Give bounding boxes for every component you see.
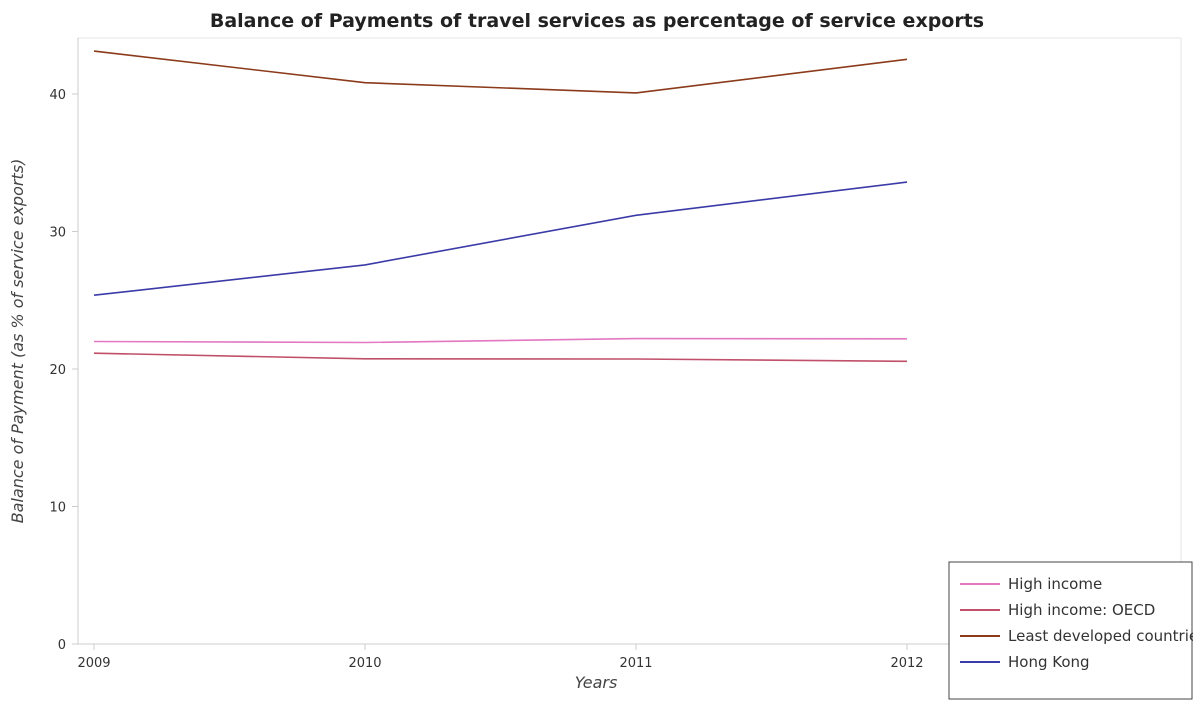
series-line-least-developed-countries (93, 50, 908, 94)
legend: High income High income: OECD Least develo… (948, 561, 1193, 700)
x-ticks: 2009 2010 2011 2012 (77, 644, 924, 671)
legend-label: High income (1008, 575, 1102, 593)
x-tick-label: 2010 (348, 656, 381, 671)
y-axis-title: Balance of Payment (as % of service expo… (8, 159, 27, 524)
x-tick-label: 2011 (619, 656, 652, 671)
x-tick-label: 2009 (77, 656, 110, 671)
y-tick-label: 10 (49, 501, 66, 516)
series-line-high-income (93, 337, 908, 344)
series-line-hong-kong (93, 181, 908, 296)
x-axis-title: Years (575, 673, 618, 692)
chart-title: Balance of Payments of travel services a… (210, 10, 984, 32)
series-lines (93, 50, 908, 363)
y-tick-label: 0 (58, 638, 66, 653)
y-tick-label: 20 (49, 363, 66, 378)
x-tick-label: 2012 (890, 656, 923, 671)
legend-label: Least developed countries (1008, 627, 1193, 645)
plot-area (77, 37, 1182, 645)
legend-label: Hong Kong (1008, 653, 1090, 671)
series-line-high-income-oecd (93, 352, 908, 363)
y-tick-label: 40 (49, 88, 66, 103)
y-tick-label: 30 (49, 226, 66, 241)
y-ticks: 0 10 20 30 40 (49, 88, 78, 653)
legend-label: High income: OECD (1008, 601, 1155, 619)
